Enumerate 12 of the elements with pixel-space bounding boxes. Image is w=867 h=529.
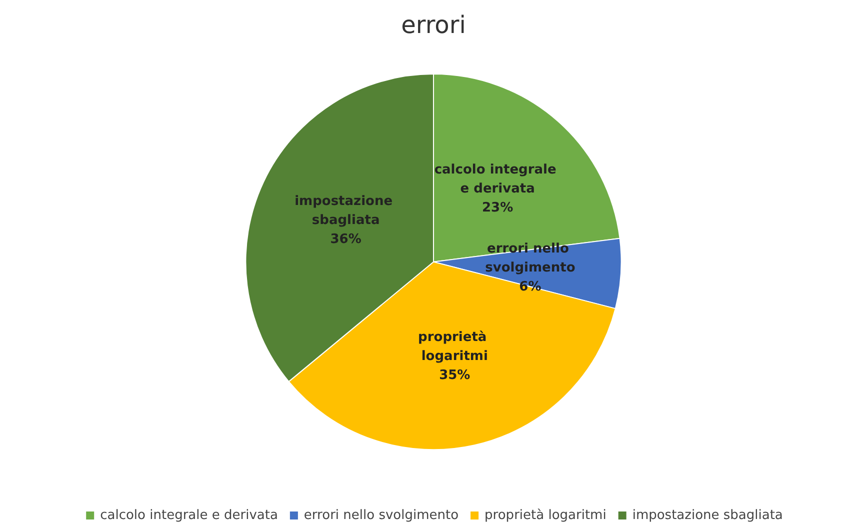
data-label: 36% [330, 232, 362, 248]
data-label: 6% [519, 279, 542, 294]
legend-label: calcolo integrale e derivata [100, 508, 278, 523]
data-label: 35% [439, 368, 470, 383]
slice-label: proprietà logaritmi [418, 330, 492, 364]
chart-title: errori [401, 11, 466, 39]
slice-label: impostazione sbagliata [294, 194, 398, 228]
legend-label: errori nello svolgimento [304, 508, 459, 523]
data-label: 23% [482, 200, 514, 216]
legend-label: proprietà logaritmi [484, 508, 606, 523]
slice-label: calcolo integrale e derivata [434, 162, 561, 197]
legend-label: impostazione sbagliata [632, 508, 783, 523]
